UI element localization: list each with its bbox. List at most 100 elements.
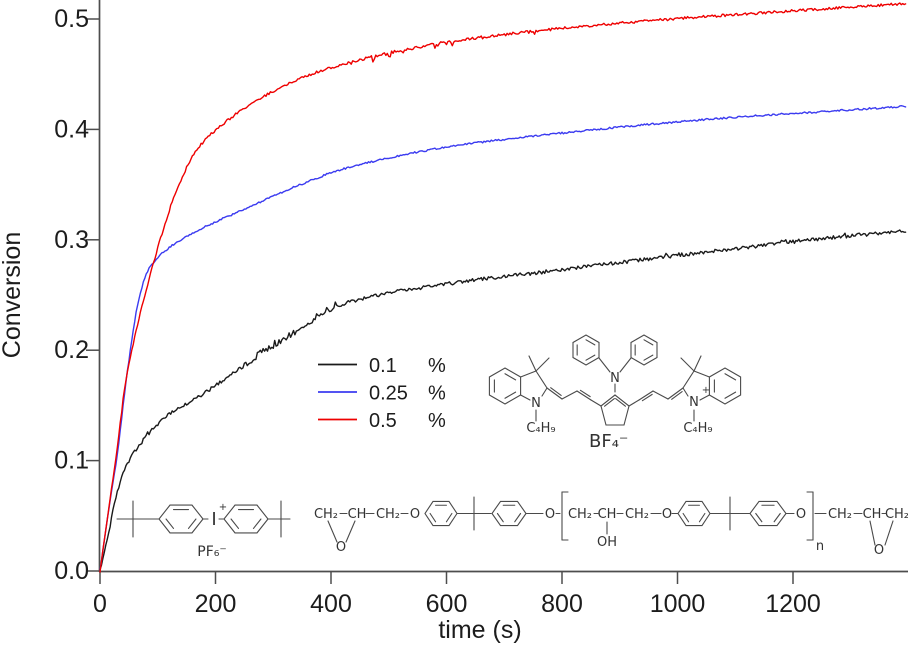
bond-line xyxy=(252,518,262,529)
bond-line xyxy=(528,355,537,372)
bond-line xyxy=(628,399,640,407)
bond-line xyxy=(773,512,781,523)
atom-label-O: O xyxy=(662,507,672,522)
bond-line xyxy=(600,405,607,426)
bond-line xyxy=(598,357,611,373)
bond-line xyxy=(514,512,522,523)
group-label-CH2: CH₂ xyxy=(568,507,592,522)
bond-line xyxy=(652,390,669,400)
bond-line xyxy=(541,387,548,397)
bond-line xyxy=(165,518,175,529)
legend-label: 0.1 xyxy=(369,355,397,377)
bond-line xyxy=(869,520,876,546)
bond-line xyxy=(680,357,695,372)
atom-label-O: O xyxy=(796,507,806,522)
y-tick-label: 0.2 xyxy=(54,336,89,364)
x-tick-label: 800 xyxy=(541,590,583,618)
bond-line xyxy=(504,373,517,381)
bond-line xyxy=(638,390,654,401)
hydroxyl-label: OH xyxy=(597,535,617,550)
x-tick-label: 600 xyxy=(426,590,468,618)
legend: 0.1 % 0.25 % 0.5 % xyxy=(318,355,446,432)
ring-bond xyxy=(491,500,527,527)
bond-line xyxy=(698,512,706,523)
y-tick-label: 0.5 xyxy=(54,5,89,33)
atom-label-N: N xyxy=(689,395,699,410)
charge-plus: + xyxy=(219,502,227,513)
bond-line xyxy=(535,370,548,389)
bond-line xyxy=(550,387,562,396)
bond-line xyxy=(561,390,578,400)
x-tick-label: 400 xyxy=(310,590,352,618)
ring-bond xyxy=(223,504,269,534)
bond-line xyxy=(884,520,894,546)
bond-line xyxy=(579,389,591,398)
bond-line xyxy=(724,373,737,381)
y-tick-label: 0.0 xyxy=(54,557,89,585)
atom-label-O: O xyxy=(545,507,555,522)
bond-line xyxy=(724,391,737,399)
ring-bond xyxy=(424,500,458,527)
legend-label: 0.25 xyxy=(369,383,408,405)
epoxide-O: O xyxy=(874,543,884,558)
bond-line xyxy=(585,354,596,361)
bond-line xyxy=(693,370,710,378)
bond-line xyxy=(682,512,690,523)
bond-line xyxy=(520,370,537,378)
repeat-index-n: n xyxy=(816,539,824,554)
bond-line xyxy=(576,390,592,401)
bond-line xyxy=(590,399,602,407)
x-tick-label: 0 xyxy=(93,590,107,618)
bond-line xyxy=(327,520,338,543)
structure-iodonium-salt: I + PF₆⁻ xyxy=(116,500,291,560)
group-label-CH: CH xyxy=(863,507,882,522)
bond-line xyxy=(641,393,653,402)
bond-line xyxy=(504,391,517,399)
group-label-CH: CH xyxy=(598,507,617,522)
y-tick-label: 0.3 xyxy=(54,226,89,254)
bond-line xyxy=(614,394,630,407)
bond-line xyxy=(496,512,504,523)
ring-bond xyxy=(158,504,204,534)
counterion-label-PF6: PF₆⁻ xyxy=(197,544,227,560)
bond-line xyxy=(429,512,437,523)
y-tick-label: 0.1 xyxy=(54,447,89,475)
atom-label-N: N xyxy=(610,371,620,386)
bond-line xyxy=(667,387,684,400)
bond-line xyxy=(445,512,453,523)
bond-line xyxy=(600,394,616,407)
group-label-CH2: CH₂ xyxy=(828,507,852,522)
bond-line xyxy=(643,339,654,346)
legend-unit: % xyxy=(428,410,446,432)
bond-line xyxy=(693,355,702,372)
group-label-CH: CH xyxy=(348,507,367,522)
curve-0.1-percent xyxy=(99,229,907,571)
bond-line xyxy=(230,518,240,529)
bond-line xyxy=(699,394,710,401)
bond-line xyxy=(187,518,197,529)
butyl-label: C₄H₉ xyxy=(683,421,712,436)
bond-line xyxy=(546,387,563,400)
ring-bond xyxy=(749,500,787,527)
x-tick-label: 1200 xyxy=(765,590,821,618)
structure-epoxy-resin: CH₂ CH CH₂ O O O CH₂ CH CH₂ O OH O n CH₂… xyxy=(314,491,908,558)
group-label-CH2: CH₂ xyxy=(314,507,338,522)
curve-0.5-percent xyxy=(99,2,907,573)
counterion-label-BF4: BF₄⁻ xyxy=(589,431,628,452)
bond-line xyxy=(619,357,632,373)
x-axis-title: time (s) xyxy=(438,616,521,644)
legend-label: 0.5 xyxy=(369,410,397,432)
bond-line xyxy=(682,370,695,389)
epoxide-O: O xyxy=(336,540,346,555)
bond-line xyxy=(520,394,531,401)
group-label-CH2: CH₂ xyxy=(376,507,400,522)
atom-label-N: N xyxy=(531,396,541,411)
group-label-CH2: CH₂ xyxy=(625,507,649,522)
curve-0.25-percent xyxy=(99,105,907,571)
legend-unit: % xyxy=(428,355,446,377)
curves xyxy=(99,2,907,573)
bond-line xyxy=(585,339,596,346)
